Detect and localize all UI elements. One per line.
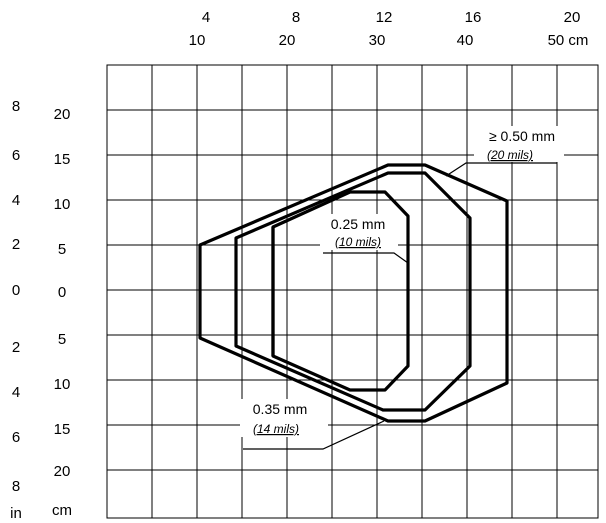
left-cm-label: 20: [54, 106, 71, 123]
top-cm-label: 20: [279, 32, 296, 49]
top-cm-label: 50 cm: [548, 32, 589, 49]
left-inch-label: in: [10, 505, 22, 522]
left-cm-label: 15: [54, 421, 71, 438]
top-inch-label: 20: [564, 9, 581, 26]
left-inch-label: 6: [12, 429, 20, 446]
left-inch-label: 2: [12, 339, 20, 356]
zone-outline-035mm: [234, 171, 472, 412]
top-cm-label: 30: [369, 32, 386, 49]
zone-size-label: ≥ 0.50 mm: [489, 128, 555, 144]
left-inch-label: 0: [12, 282, 20, 299]
zone-mils-label: (10 mils): [335, 235, 381, 249]
left-inch-label: 8: [12, 98, 20, 115]
grid: [106, 64, 599, 519]
left-inch-label: 2: [12, 236, 20, 253]
leader-line: [445, 162, 557, 177]
top-cm-label: 40: [457, 32, 474, 49]
leader-line: [323, 252, 409, 264]
zone-size-label: 0.25 mm: [331, 216, 385, 232]
left-inch-label: 4: [12, 384, 20, 401]
left-cm-label: cm: [52, 502, 72, 519]
annotation-025mm: 0.25 mm (10 mils): [320, 214, 409, 264]
left-axis: 8 6 4 2 0 2 4 6 8 in 20 15 10 5 0 5 10 1…: [10, 98, 72, 522]
left-cm-label: 0: [58, 284, 66, 301]
annotation-035mm: 0.35 mm (14 mils): [240, 399, 385, 450]
top-inch-label: 16: [465, 9, 482, 26]
top-axis: 4 8 12 16 20 10 20 30 40 50 cm: [189, 9, 589, 49]
leader-line: [243, 420, 385, 450]
top-inch-label: 8: [292, 9, 300, 26]
reading-zones: [198, 163, 509, 423]
zone-mils-label: (14 mils): [253, 422, 299, 436]
left-cm-label: 15: [54, 151, 71, 168]
left-inch-label: 8: [12, 478, 20, 495]
left-cm-label: 5: [58, 331, 66, 348]
zone-mils-label: (20 mils): [487, 148, 533, 162]
top-inch-label: 12: [376, 9, 393, 26]
annotation-050mm: ≥ 0.50 mm (20 mils): [445, 126, 564, 177]
top-inch-label: 4: [202, 9, 210, 26]
left-cm-label: 20: [54, 463, 71, 480]
zone-size-label: 0.35 mm: [253, 401, 307, 417]
top-cm-label: 10: [189, 32, 206, 49]
left-inch-label: 6: [12, 147, 20, 164]
zone-outline-025mm: [271, 190, 410, 392]
left-cm-label: 10: [54, 376, 71, 393]
left-cm-label: 10: [54, 196, 71, 213]
zone-outline-050mm: [198, 163, 509, 423]
left-cm-label: 5: [58, 241, 66, 258]
left-inch-label: 4: [12, 192, 20, 209]
